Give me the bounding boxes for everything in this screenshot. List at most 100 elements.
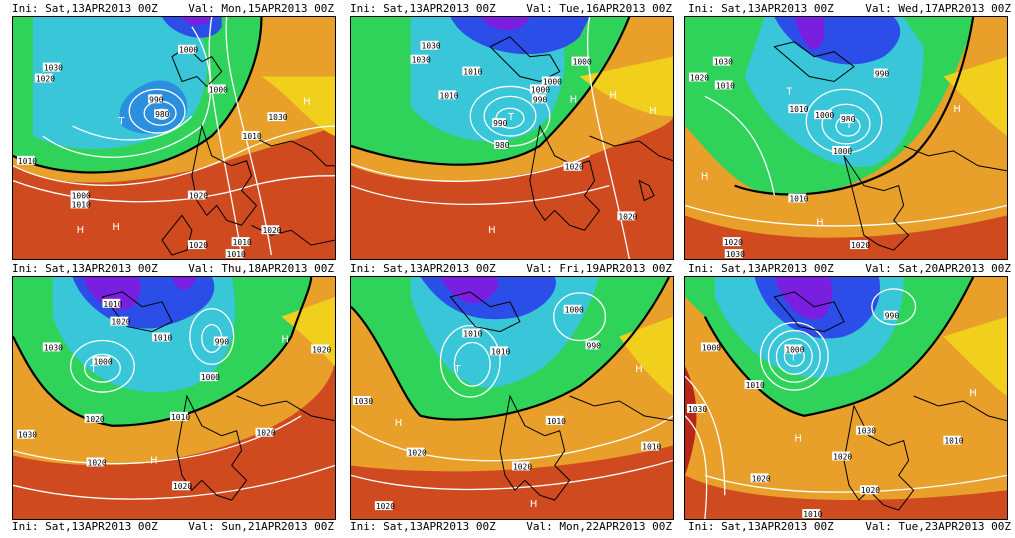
svg-text:1000: 1000 [785, 345, 804, 354]
svg-text:1000: 1000 [531, 85, 550, 94]
forecast-map: 1010 1000 1030 1020 1000 990 980 1010 10… [12, 16, 336, 260]
high-marker: H [395, 418, 402, 429]
valid-time: Val: Mon,15APR2013 00Z [188, 2, 334, 15]
high-marker: H [701, 172, 708, 183]
map-svg: 1000 990 1010 1000 1030 1030 1020 1020 1… [685, 277, 1007, 519]
svg-text:1020: 1020 [111, 318, 130, 327]
svg-text:990: 990 [149, 95, 164, 104]
svg-text:1010: 1010 [789, 105, 808, 114]
panel-header: Ini: Sat,13APR2013 00Z Val: Sat,20APR2013… [676, 262, 1015, 276]
svg-text:1030: 1030 [857, 427, 876, 436]
panel-5: Ini: Sat,13APR2013 00Z Val: Fri,19APR2013… [338, 262, 676, 520]
svg-text:1030: 1030 [412, 56, 431, 65]
high-marker: H [77, 225, 84, 236]
init-time: Ini: Sat,13APR2013 00Z [12, 2, 158, 15]
panel-1: Ini: Sat,13APR2013 00Z Val: Mon,15APR2013… [0, 2, 338, 260]
isobar-labels: 1000 990 1010 1000 1030 1030 1020 1020 1… [686, 310, 964, 519]
svg-text:1020: 1020 [36, 74, 55, 83]
svg-text:1010: 1010 [439, 91, 458, 100]
isobar-labels: 1030 1010 1000 990 990 980 1000 1020 100… [410, 40, 638, 221]
svg-text:1010: 1010 [803, 510, 822, 519]
high-marker: H [649, 106, 656, 117]
init-time: Ini: Sat,13APR2013 00Z [688, 2, 834, 15]
svg-text:1010: 1010 [18, 157, 37, 166]
init-time: Ini: Sat,13APR2013 00Z [688, 262, 834, 275]
high-marker: H [488, 225, 495, 236]
svg-text:1010: 1010 [716, 81, 735, 90]
isobar-labels: 1030 1020 1010 1010 990 1000 980 1000 10… [688, 56, 889, 259]
svg-text:1020: 1020 [256, 429, 275, 438]
isobar-labels: 1010 1020 1030 1000 1010 990 1000 1010 1… [16, 298, 331, 491]
svg-text:1020: 1020 [173, 482, 192, 491]
svg-text:1000: 1000 [94, 357, 113, 366]
svg-text:1020: 1020 [189, 192, 208, 201]
low-marker: T [845, 120, 853, 131]
svg-text:1000: 1000 [201, 373, 220, 382]
svg-text:1030: 1030 [44, 343, 63, 352]
valid-time: Val: Sun,21APR2013 00Z [188, 520, 334, 533]
panel-4: Ini: Sat,13APR2013 00Z Val: Thu,18APR2013… [0, 262, 338, 520]
init-time: Ini: Sat,13APR2013 00Z [12, 520, 158, 533]
low-marker: T [507, 112, 515, 123]
high-marker: H [953, 104, 960, 115]
svg-text:980: 980 [841, 115, 856, 124]
high-marker: H [969, 388, 976, 399]
svg-text:1020: 1020 [724, 238, 743, 247]
forecast-map: 1000 1010 1010 990 1030 1020 1020 1010 1… [350, 276, 674, 520]
valid-time: Val: Mon,22APR2013 00Z [526, 520, 672, 533]
forecast-map: 1000 990 1010 1000 1030 1030 1020 1020 1… [684, 276, 1008, 520]
svg-text:1020: 1020 [833, 452, 852, 461]
svg-text:1000: 1000 [702, 343, 721, 352]
svg-text:1030: 1030 [726, 250, 745, 259]
svg-text:1010: 1010 [72, 200, 91, 209]
svg-text:1020: 1020 [565, 163, 584, 172]
svg-text:1020: 1020 [408, 449, 427, 458]
svg-text:1020: 1020 [752, 474, 771, 483]
svg-text:1020: 1020 [690, 73, 709, 82]
svg-text:1030: 1030 [268, 113, 287, 122]
svg-text:1030: 1030 [354, 397, 373, 406]
low-marker: T [117, 116, 125, 127]
isobar-labels: 1010 1000 1030 1020 1000 990 980 1010 10… [16, 44, 288, 259]
high-marker: H [112, 222, 119, 233]
svg-text:1020: 1020 [618, 212, 637, 221]
isobar-labels: 1000 1010 1010 990 1030 1020 1020 1010 1… [352, 304, 662, 511]
svg-text:1010: 1010 [547, 417, 566, 426]
init-time: Ini: Sat,13APR2013 00Z [350, 262, 496, 275]
svg-text:1010: 1010 [171, 413, 190, 422]
panel-2: Ini: Sat,13APR2013 00Z Val: Tue,16APR2013… [338, 2, 676, 260]
svg-text:1030: 1030 [18, 431, 37, 440]
high-marker: H [609, 90, 616, 101]
svg-text:990: 990 [533, 95, 548, 104]
svg-text:1020: 1020 [513, 462, 532, 471]
svg-text:1020: 1020 [189, 241, 208, 250]
svg-text:1010: 1010 [789, 194, 808, 203]
svg-text:1020: 1020 [851, 241, 870, 250]
init-time: Ini: Sat,13APR2013 00Z [350, 520, 496, 533]
svg-text:1020: 1020 [86, 415, 105, 424]
svg-text:1020: 1020 [376, 502, 395, 511]
valid-time: Val: Thu,18APR2013 00Z [188, 262, 334, 275]
forecast-map: 1010 1020 1030 1000 1010 990 1000 1010 1… [12, 276, 336, 520]
forecast-map: 1030 1020 1010 1010 990 1000 980 1000 10… [684, 16, 1008, 260]
panel-header: Ini: Sat,13APR2013 00Z Val: Sun,21APR2013… [0, 520, 338, 534]
high-marker: H [530, 499, 537, 510]
init-time: Ini: Sat,13APR2013 00Z [688, 520, 834, 533]
panel-header: Ini: Sat,13APR2013 00Z Val: Wed,17APR2013… [676, 2, 1015, 16]
svg-text:980: 980 [155, 110, 170, 119]
svg-text:1020: 1020 [861, 486, 880, 495]
svg-text:1010: 1010 [746, 381, 765, 390]
low-marker: T [789, 352, 797, 363]
panel-header: Ini: Sat,13APR2013 00Z Val: Fri,19APR2013… [338, 262, 676, 276]
panel-header: Ini: Sat,13APR2013 00Z Val: Tue,16APR2013… [338, 2, 676, 16]
svg-text:1030: 1030 [422, 42, 441, 51]
high-marker: H [303, 96, 310, 107]
forecast-map: 1030 1010 1000 990 990 980 1000 1020 100… [350, 16, 674, 260]
svg-text:1000: 1000 [543, 77, 562, 86]
map-svg: 1000 1010 1010 990 1030 1020 1020 1010 1… [351, 277, 673, 519]
valid-time: Val: Tue,16APR2013 00Z [526, 2, 672, 15]
panel-6: Ini: Sat,13APR2013 00Z Val: Sat,20APR2013… [676, 262, 1015, 520]
svg-text:1000: 1000 [815, 111, 834, 120]
init-time: Ini: Sat,13APR2013 00Z [350, 2, 496, 15]
high-marker: H [570, 94, 577, 105]
